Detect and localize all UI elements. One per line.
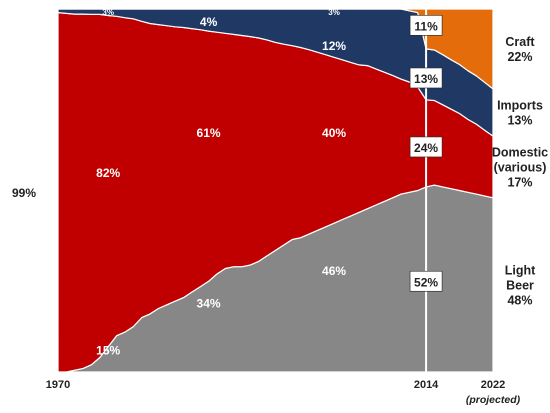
series-label-line: 17%	[507, 175, 532, 189]
stacked-areas	[57, 8, 494, 373]
series-label-line: Domestic	[492, 145, 548, 159]
data-label-craft: 3%	[328, 8, 340, 17]
series-label-line: 48%	[507, 293, 532, 307]
x-axis: 1970 2014 2022 (projected)	[46, 379, 521, 406]
label-box	[409, 136, 443, 158]
data-label: 24%	[414, 141, 438, 155]
data-label: 11%	[414, 19, 438, 33]
data-label-light-beer: 34%	[197, 297, 221, 311]
label-box	[409, 270, 443, 292]
area-craft	[57, 8, 494, 90]
data-label-light-beer: 46%	[322, 264, 346, 278]
x-tick-label-1970: 1970	[46, 379, 70, 391]
data-label-light-beer: 15%	[96, 344, 120, 358]
data-label: 52%	[414, 275, 438, 289]
data-label-imports: 4%	[200, 15, 218, 29]
series-label-line: 13%	[507, 113, 532, 127]
boxed-label-light-beer: 52%	[409, 270, 443, 292]
series-label-line: Craft	[505, 35, 535, 49]
data-label-imports: 12%	[322, 39, 346, 53]
data-label-domestic-various: 99%	[12, 186, 36, 200]
series-label-domestic-various: Domestic(various)17%	[492, 145, 548, 189]
data-label-imports: 3%	[102, 8, 114, 17]
boxed-label-imports: 13%	[409, 67, 443, 89]
label-box	[409, 15, 443, 36]
x-axis-note: (projected)	[466, 394, 521, 406]
series-label-line: Beer	[506, 278, 534, 292]
series-label-line: (various)	[494, 160, 547, 174]
data-label-domestic-various: 40%	[322, 126, 346, 140]
data-labels: 99% 82% 15% 3% 61% 34% 4% 40% 46% 12% 3% 11% 13% 24% 5…	[12, 8, 443, 358]
data-label: 13%	[414, 72, 438, 86]
series-label-line: 22%	[507, 50, 532, 64]
boxed-label-craft: 11%	[409, 15, 443, 36]
data-label-domestic-various: 82%	[96, 166, 120, 180]
series-label-line: Light	[505, 263, 536, 277]
label-box	[409, 67, 443, 89]
x-tick-label-2022: 2022	[481, 379, 505, 391]
series-label-line: Imports	[497, 98, 543, 112]
data-label-domestic-various: 61%	[197, 126, 221, 140]
boxed-label-domestic-various: 24%	[409, 136, 443, 158]
x-tick-label-2014: 2014	[414, 379, 439, 391]
